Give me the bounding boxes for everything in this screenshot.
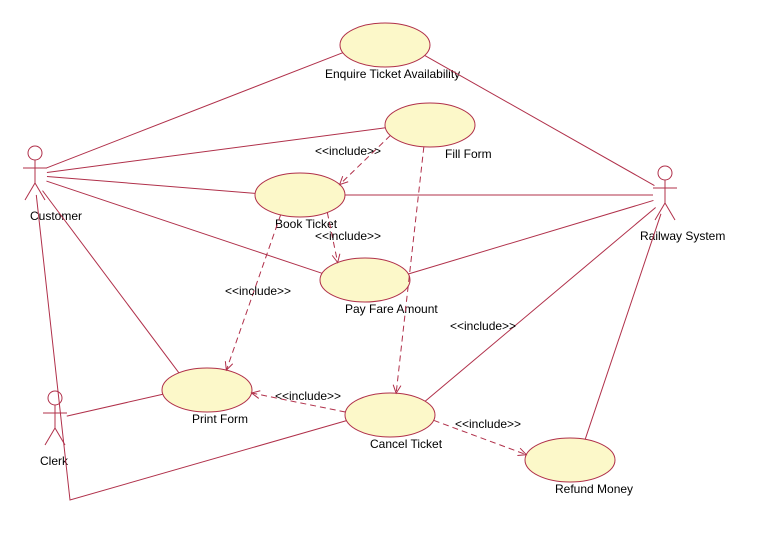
- assoc-customer-cancelticket: [36, 195, 346, 500]
- include-arrow-cancelticket-printform: [252, 391, 261, 399]
- include-label-cancelticket-printform: <<include>>: [275, 389, 341, 403]
- assoc-railway-cancelticket: [425, 207, 655, 401]
- assoc-customer-bookticket: [47, 177, 255, 194]
- usecase-label-enquire: Enquire Ticket Availability: [325, 67, 460, 81]
- usecase-bookticket: [255, 173, 345, 217]
- usecase-label-printform: Print Form: [192, 412, 248, 426]
- usecase-fillform: [385, 103, 475, 147]
- assoc-railway-refundmoney: [585, 214, 661, 439]
- actor-railway: [653, 166, 677, 220]
- include-label-cancelticket-refundmoney: <<include>>: [455, 417, 521, 431]
- assoc-railway-payfare: [408, 200, 653, 274]
- usecase-label-cancelticket: Cancel Ticket: [370, 437, 443, 451]
- include-label-fillform-cancelticket: <<include>>: [450, 319, 516, 333]
- assoc-customer-printform: [42, 191, 178, 373]
- usecase-label-refundmoney: Refund Money: [555, 482, 633, 496]
- assoc-clerk-printform: [67, 394, 163, 416]
- usecase-label-payfare: Pay Fare Amount: [345, 302, 438, 316]
- usecase-diagram: Enquire Ticket AvailabilityFill FormBook…: [0, 0, 768, 534]
- usecase-refundmoney: [525, 438, 615, 482]
- usecase-printform: [162, 368, 252, 412]
- usecase-cancelticket: [345, 393, 435, 437]
- usecase-payfare: [320, 258, 410, 302]
- usecase-enquire: [340, 23, 430, 67]
- assoc-customer-enquire: [46, 53, 343, 168]
- actor-label-railway: Railway System: [640, 229, 725, 243]
- include-fillform-bookticket: [340, 135, 391, 184]
- usecase-label-fillform: Fill Form: [445, 147, 492, 161]
- include-label-fillform-bookticket: <<include>>: [315, 144, 381, 158]
- include-arrow-bookticket-printform: [225, 361, 232, 370]
- include-label-bookticket-printform: <<include>>: [225, 284, 291, 298]
- include-label-bookticket-payfare: <<include>>: [315, 229, 381, 243]
